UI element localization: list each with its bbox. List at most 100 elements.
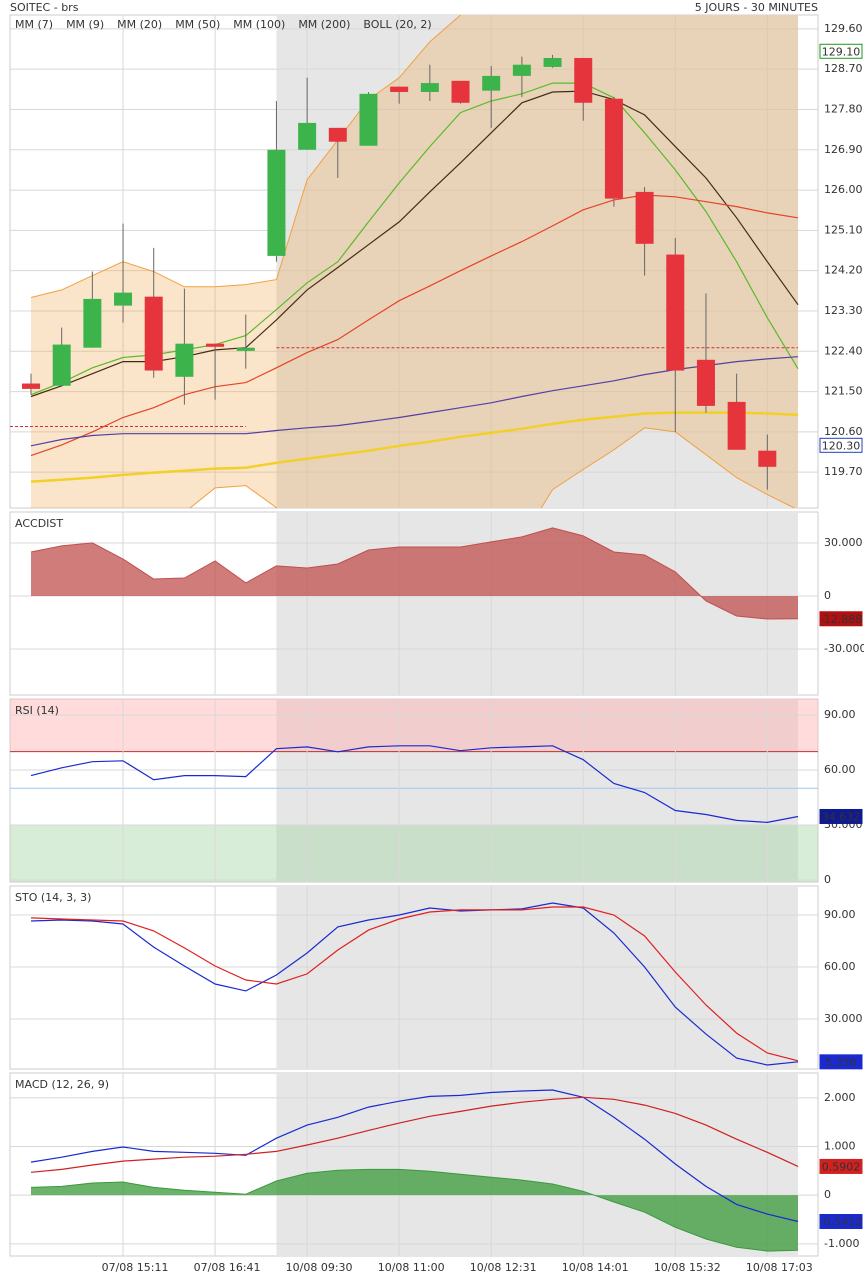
y-tick-label: 90.00 (824, 708, 856, 721)
y-tick-label: 128.70 (824, 62, 863, 75)
y-tick-label: 60.00 (824, 960, 856, 973)
candle-body (635, 191, 654, 244)
y-tick-label: 1.000 (824, 1139, 856, 1152)
candle-body (727, 401, 746, 450)
y-tick-label: 127.80 (824, 102, 863, 115)
series-line (30, 902, 799, 1066)
y-tick-label: -30.000 (824, 642, 864, 655)
y-tick-label: 30.000 (824, 536, 863, 549)
value-marker (819, 437, 863, 453)
y-tick-label: 60.00 (824, 763, 856, 776)
value-marker-label: 120.30 (822, 439, 861, 452)
x-tick-label: 10/08 14:01 (562, 1261, 629, 1274)
value-marker-label: 0.5902 (822, 1160, 861, 1173)
plot-area (10, 699, 818, 882)
legend-entry: MM (50) (175, 18, 220, 31)
x-tick-label: 10/08 12:31 (470, 1261, 537, 1274)
legend-entry: BOLL (20, 2) (363, 18, 431, 31)
series-line (30, 194, 799, 457)
plot-area (10, 886, 818, 1069)
y-tick-label: 120.60 (824, 425, 863, 438)
area-fill (31, 527, 798, 619)
y-tick-label: 126.00 (824, 183, 863, 196)
panel-title: STO (14, 3, 3) (15, 891, 91, 904)
panel-title: MACD (12, 26, 9) (15, 1078, 109, 1091)
series-line (30, 1096, 799, 1173)
chart-subtitle: 5 JOURS - 30 MINUTES (695, 1, 818, 14)
session-shade (276, 699, 798, 882)
candle-body (451, 80, 470, 103)
candle-body (206, 343, 225, 347)
candle-body (604, 98, 623, 199)
session-shade (276, 886, 798, 1069)
y-tick-label: 122.40 (824, 344, 863, 357)
legend-entry: MM (9) (66, 18, 104, 31)
x-tick-label: 07/08 15:11 (102, 1261, 169, 1274)
candle-body (482, 75, 501, 91)
candle-body (543, 57, 562, 67)
value-marker (819, 808, 863, 824)
value-marker (819, 1158, 863, 1174)
value-marker (819, 1214, 863, 1230)
plot-area (10, 512, 818, 695)
x-tick-label: 07/08 16:41 (194, 1261, 261, 1274)
candle-body (144, 296, 163, 371)
band-lower (189, 427, 796, 508)
candle-body (175, 343, 194, 377)
plot-area (10, 1073, 818, 1256)
x-tick-label: 10/08 15:32 (654, 1261, 721, 1274)
candle-body (359, 93, 378, 146)
candle-body (696, 359, 715, 406)
candle-body (52, 344, 71, 386)
candle-body (758, 450, 777, 467)
panel-title: RSI (14) (15, 704, 59, 717)
candle-body (574, 57, 593, 103)
y-tick-label: 0 (824, 1188, 831, 1201)
series-line (30, 1089, 799, 1223)
value-marker-label: 129.10 (822, 45, 861, 58)
y-tick-label: 121.50 (824, 385, 863, 398)
plot-area (10, 15, 818, 508)
y-tick-label: 124.20 (824, 264, 863, 277)
x-tick-label: 10/08 11:00 (378, 1261, 445, 1274)
candle-body (267, 149, 286, 256)
candle-body (390, 86, 409, 93)
legend-entry: MM (7) (15, 18, 53, 31)
panel-title: ACCDIST (15, 517, 63, 530)
x-tick-label: 10/08 17:03 (746, 1261, 813, 1274)
series-line (30, 906, 799, 1062)
value-marker-label: -12.888 (820, 613, 862, 626)
candle-body (83, 298, 102, 348)
y-tick-label: 0 (824, 589, 831, 602)
series-line (30, 411, 799, 483)
candle-body (114, 292, 133, 306)
candle-body (298, 122, 317, 150)
candle-body (512, 64, 531, 76)
candle-body (236, 347, 255, 351)
y-tick-label: 129.60 (824, 22, 863, 35)
area-line (30, 1168, 799, 1252)
value-marker-label: 34.632 (822, 810, 861, 823)
value-marker-label: 5.330 (825, 1056, 857, 1069)
series-line (30, 745, 799, 824)
y-tick-label: 2.000 (824, 1091, 856, 1104)
y-tick-label: 119.70 (824, 465, 863, 478)
value-marker (819, 43, 863, 59)
y-tick-label: 90.00 (824, 908, 856, 921)
value-marker-label: -0.5412 (820, 1216, 862, 1229)
legend-entry: MM (20) (117, 18, 162, 31)
candle-body (420, 83, 439, 93)
y-tick-label: 123.30 (824, 304, 863, 317)
y-tick-label: 0 (824, 873, 831, 886)
candle-body (666, 254, 685, 371)
overbought-zone (10, 699, 818, 752)
chart-title: SOITEC - brs (10, 1, 79, 14)
candle-body (22, 383, 40, 389)
band-upper (30, 15, 462, 298)
oversold-zone (10, 824, 818, 882)
x-tick-label: 10/08 09:30 (286, 1261, 353, 1274)
y-tick-label: 126.90 (824, 143, 863, 156)
candle-body (328, 127, 347, 142)
legend-entry: MM (200) (298, 18, 350, 31)
